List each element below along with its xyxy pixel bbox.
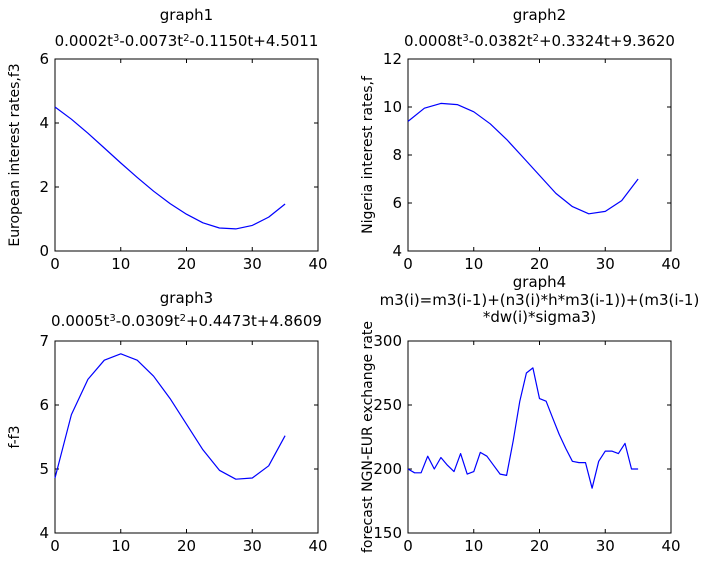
y-tick-label: 4 [39, 114, 49, 132]
y-tick-label: 7 [39, 332, 49, 350]
chart-title: graph3 [160, 289, 213, 307]
x-tick-label: 30 [243, 255, 262, 273]
axes-box [407, 58, 672, 252]
x-tick-label: 20 [530, 537, 549, 555]
y-tick-label: 150 [373, 524, 402, 542]
x-tick-label: 10 [111, 537, 130, 555]
x-tick-label: 20 [177, 255, 196, 273]
x-tick-label: 0 [50, 255, 60, 273]
y-axis-label: European interest rates,f3 [7, 63, 23, 246]
x-tick-label: 30 [596, 537, 615, 555]
x-tick-label: 0 [403, 255, 413, 273]
y-tick-label: 6 [39, 396, 49, 414]
x-tick-label: 20 [530, 255, 549, 273]
series-line [407, 367, 639, 489]
x-tick-label: 40 [308, 537, 327, 555]
y-tick-label: 300 [373, 332, 402, 350]
x-tick-label: 10 [464, 255, 483, 273]
x-tick-label: 30 [596, 255, 615, 273]
x-tick-label: 40 [661, 537, 680, 555]
axes-box [407, 340, 672, 534]
x-tick-label: 0 [403, 537, 413, 555]
chart-subtitle: 0.0002t3-0.0073t2-0.1150t+4.5011 [55, 32, 319, 50]
x-tick-label: 40 [308, 255, 327, 273]
subplot-2: graph2 0.0008t3-0.0382t2+0.3324t+9.3620 0 1… [360, 6, 681, 273]
y-tick-label: 2 [39, 178, 49, 196]
y-tick-label: 8 [392, 146, 402, 164]
y-tick-label: 6 [392, 194, 402, 212]
subplot-3: graph3 0.0005t3-0.0309t2+0.4473t+4.8609 0 1… [7, 289, 328, 555]
y-tick-label: 5 [39, 460, 49, 478]
x-tick-label: 10 [464, 537, 483, 555]
x-tick-label: 10 [111, 255, 130, 273]
y-tick-label: 0 [39, 242, 49, 260]
axes-box [54, 340, 319, 534]
chart-title: graph1 [160, 6, 213, 24]
chart-subtitle: 0.0005t3-0.0309t2+0.4473t+4.8609 [51, 312, 322, 330]
y-axis-label: forecast NGN-EUR exchange rate [360, 321, 376, 553]
x-tick-label: 30 [243, 537, 262, 555]
y-tick-label: 200 [373, 460, 402, 478]
axes-box [54, 58, 319, 252]
chart-title: graph4 [513, 273, 566, 291]
y-axis-label: Nigeria interest rates,f [360, 75, 376, 234]
chart-subtitle: 0.0008t3-0.0382t2+0.3324t+9.3620 [404, 32, 675, 50]
y-tick-label: 4 [392, 242, 402, 260]
x-tick-label: 0 [50, 537, 60, 555]
y-tick-label: 4 [39, 524, 49, 542]
subplot-1: graph1 0.0002t3-0.0073t2-0.1150t+4.5011 0 1… [7, 6, 328, 273]
series-line [407, 102, 639, 215]
y-axis-label: f-f3 [7, 425, 23, 448]
series-line [54, 353, 286, 480]
x-tick-label: 20 [177, 537, 196, 555]
subplot-4: graph4m3(i)=m3(i-1)+(n3(i)*h*m3(i-1))+(m… [360, 273, 699, 555]
x-tick-label: 40 [661, 255, 680, 273]
chart-subtitle: m3(i)=m3(i-1)+(n3(i)*h*m3(i-1))+(m3(i-1) [380, 291, 700, 309]
y-tick-label: 250 [373, 396, 402, 414]
y-tick-label: 6 [39, 50, 49, 68]
chart-subtitle-line2: *dw(i)*sigma3) [483, 308, 596, 326]
series-line [54, 106, 286, 230]
y-tick-label: 10 [383, 98, 402, 116]
chart-title: graph2 [513, 6, 566, 24]
y-tick-label: 12 [383, 50, 402, 68]
